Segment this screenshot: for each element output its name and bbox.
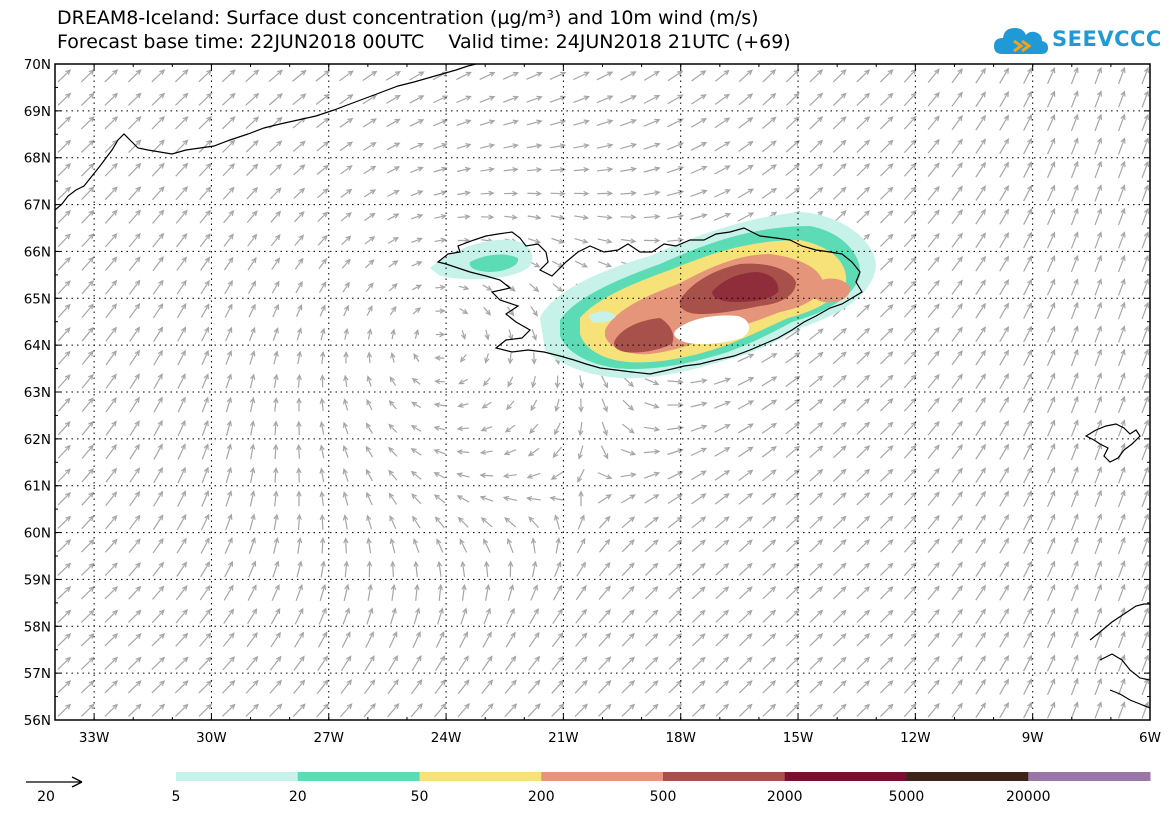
colorbar-segment <box>906 772 1029 781</box>
longitude-label: 27W <box>313 730 344 746</box>
latitude-label: 61N <box>24 479 51 495</box>
dust-free-patch <box>674 315 750 345</box>
dust-level-500 <box>614 318 674 353</box>
cloud-logo-icon <box>994 28 1048 54</box>
latitude-label: 68N <box>24 151 51 167</box>
dust-colorbar <box>176 772 1151 781</box>
colorbar-label: 50 <box>411 789 429 805</box>
scotland-coastline <box>1089 603 1150 709</box>
latitude-label: 56N <box>24 713 51 729</box>
axis-ticks <box>54 63 1151 721</box>
colorbar-segment <box>541 772 664 781</box>
latitude-labels: 56N 57N 58N 59N 60N 61N 62N 63N 64N 65N 66N 67N 68N 6… <box>24 57 51 729</box>
longitude-label: 12W <box>900 730 931 746</box>
latitude-label: 62N <box>24 432 51 448</box>
colorbar-label: 20 <box>289 789 307 805</box>
latitude-label: 60N <box>24 526 51 542</box>
longitude-label: 6W <box>1139 730 1161 746</box>
latitude-label: 59N <box>24 572 51 588</box>
latitude-label: 67N <box>24 198 51 214</box>
latitude-label: 63N <box>24 385 51 401</box>
map-title-line-2: Forecast base time: 22JUN2018 00UTC Vali… <box>57 31 791 53</box>
latitude-label: 70N <box>24 57 51 73</box>
colorbar-label: 5000 <box>889 789 925 805</box>
iceland-coastline <box>436 227 863 375</box>
latitude-label: 66N <box>24 244 51 260</box>
longitude-label: 30W <box>196 730 227 746</box>
dust-concentration-plume <box>430 212 876 379</box>
greenland-coastline <box>55 64 477 211</box>
longitude-label: 15W <box>783 730 814 746</box>
map-graticule <box>55 64 1150 720</box>
wind-reference-legend: 20 <box>26 776 83 805</box>
colorbar-label: 200 <box>528 789 555 805</box>
colorbar-label: 2000 <box>767 789 803 805</box>
longitude-label: 9W <box>1022 730 1044 746</box>
colorbar-label: 5 <box>172 789 181 805</box>
latitude-label: 65N <box>24 291 51 307</box>
colorbar-segment <box>176 772 299 781</box>
latitude-label: 57N <box>24 666 51 682</box>
coastlines <box>55 64 1150 709</box>
wind-reference-value: 20 <box>37 789 55 805</box>
latitude-label: 64N <box>24 338 51 354</box>
latitude-label: 69N <box>24 104 51 120</box>
seevccc-logo: SEEVCCC <box>992 20 1162 60</box>
colorbar-segment <box>297 772 420 781</box>
longitude-label: 18W <box>665 730 696 746</box>
longitude-label: 24W <box>431 730 462 746</box>
dust-level-200-east <box>811 278 851 303</box>
faroe-islands-coastline <box>1084 423 1141 463</box>
colorbar-segment <box>784 772 907 781</box>
dust-level-2000 <box>712 272 779 302</box>
colorbar-segment <box>663 772 786 781</box>
colorbar-label: 20000 <box>1006 789 1051 805</box>
logo-text: SEEVCCC <box>1052 27 1162 51</box>
dust-colorbar-labels: 5 20 50 200 500 2000 5000 20000 <box>172 789 1051 805</box>
map-title-line-1: DREAM8-Iceland: Surface dust concentrati… <box>57 7 759 29</box>
dust-free-patch-2 <box>588 311 616 323</box>
colorbar-segment <box>419 772 542 781</box>
dust-level-20-west <box>469 254 519 272</box>
longitude-label: 33W <box>79 730 110 746</box>
colorbar-segment <box>1028 772 1151 781</box>
longitude-labels: 33W 30W 27W 24W 21W 18W 15W 12W 9W 6W <box>79 730 1161 746</box>
colorbar-label: 500 <box>650 789 677 805</box>
latitude-label: 58N <box>24 619 51 635</box>
longitude-label: 21W <box>548 730 579 746</box>
